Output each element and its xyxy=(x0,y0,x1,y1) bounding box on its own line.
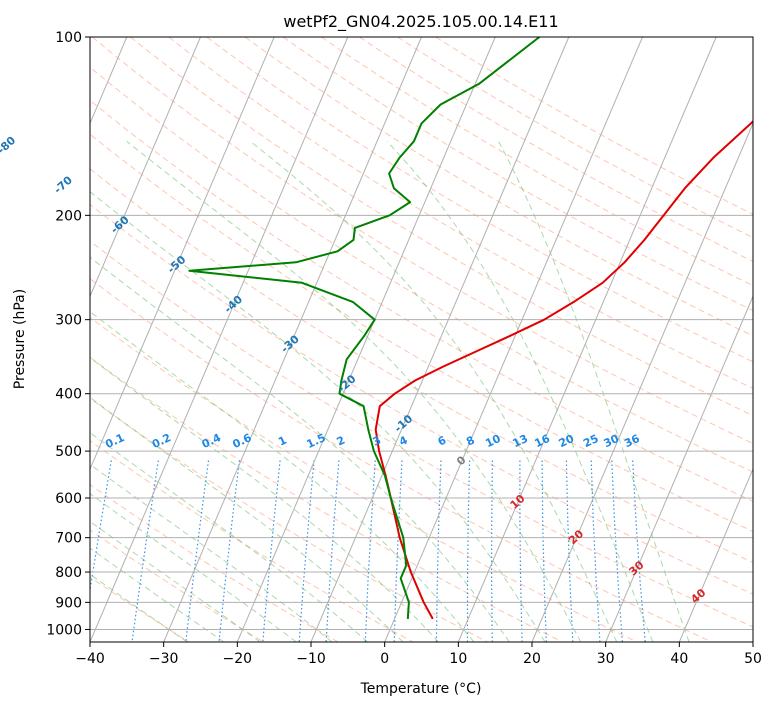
isotherm-line xyxy=(605,295,753,642)
x-tick-label: −30 xyxy=(149,651,179,667)
x-tick-label: 0 xyxy=(380,651,389,667)
isotherm-line xyxy=(90,37,275,471)
moist-adiabat-line xyxy=(90,356,439,642)
x-tick-label: 20 xyxy=(523,651,541,667)
profiles xyxy=(188,37,753,620)
dry-adiabat-line xyxy=(282,37,753,312)
mixing-ratio-line xyxy=(131,460,159,642)
mixing-ratio-label: 30 xyxy=(602,432,622,450)
dry-adiabat-line xyxy=(90,483,339,642)
isotherm-line xyxy=(236,37,496,642)
y-tick-label: 400 xyxy=(55,387,82,403)
x-axis: −40 −30 −20 −10 0 10 20 30 40 50 xyxy=(75,642,762,667)
moist-adiabat-line xyxy=(90,431,369,642)
dry-adiabat-line xyxy=(90,203,753,595)
x-tick-label: −10 xyxy=(296,651,326,667)
y-tick-label: 200 xyxy=(55,208,82,224)
x-tick-label: −20 xyxy=(223,651,253,667)
y-tick-label: 300 xyxy=(55,313,82,329)
chart-title: wetPf2_GN04.2025.105.00.14.E11 xyxy=(283,12,558,32)
background-lines xyxy=(90,37,753,642)
isotherm-line xyxy=(531,122,753,642)
dry-adiabat-line xyxy=(397,37,753,239)
dry-adiabat-line xyxy=(91,37,753,445)
y-axis: 100 200 300 400 500 600 700 800 900 1000 xyxy=(46,30,90,638)
x-tick-label: 40 xyxy=(670,651,688,667)
y-tick-label: 900 xyxy=(55,595,82,611)
y-tick-label: 100 xyxy=(55,30,82,46)
plot-frame xyxy=(89,36,754,643)
moist-adiabat-line xyxy=(90,463,333,642)
dry-adiabat-line xyxy=(90,278,712,642)
mixing-ratio-label: 25 xyxy=(581,432,600,450)
profile-line xyxy=(188,37,541,619)
dry-adiabat-line xyxy=(90,240,753,628)
mixing-ratio-label: 13 xyxy=(511,432,530,450)
mixing-ratio-line xyxy=(185,460,210,642)
plot-background xyxy=(90,37,753,642)
dry-adiabat-line xyxy=(359,37,753,262)
isotherm-line xyxy=(678,467,753,642)
dry-adiabat-line xyxy=(90,133,753,533)
y-tick-label: 600 xyxy=(55,491,82,507)
grid-lines xyxy=(90,37,753,642)
moist-adiabat-line xyxy=(386,140,654,642)
mixing-ratio-label: 36 xyxy=(622,432,642,450)
y-tick-label: 700 xyxy=(55,531,82,547)
isotherm-line xyxy=(90,37,349,642)
dry-adiabat-line xyxy=(90,66,753,473)
isotherm-line xyxy=(90,37,201,298)
dry-adiabat-line xyxy=(168,37,753,389)
mixing-ratio-label: 10 xyxy=(483,432,503,450)
y-axis-label: Pressure (hPa) xyxy=(12,289,28,389)
mixing-ratio-label: 20 xyxy=(557,432,577,450)
moist-adiabat-line xyxy=(250,140,618,642)
x-tick-label: 30 xyxy=(597,651,615,667)
dry-adiabat-line xyxy=(90,529,264,642)
x-tick-label: 10 xyxy=(449,651,467,667)
mixing-ratio-label: 16 xyxy=(533,432,553,450)
isotherm-line xyxy=(457,37,717,642)
moist-adiabat-line xyxy=(90,493,297,642)
y-tick-label: 800 xyxy=(55,565,82,581)
moist-adiabat-line xyxy=(498,141,690,642)
isotherm-line xyxy=(384,37,643,642)
dry-adiabat-line xyxy=(206,37,753,363)
isotherm-line xyxy=(310,37,570,642)
x-tick-label: 50 xyxy=(744,651,762,667)
moist-adiabat-line xyxy=(90,256,510,642)
isotherm-label: -70 xyxy=(52,173,76,196)
dry-adiabat-line xyxy=(90,168,753,563)
isotherm-line xyxy=(163,37,422,642)
moist-adiabat-line xyxy=(90,396,404,642)
isotherm-line xyxy=(752,640,753,642)
isotherm-label: -80 xyxy=(0,134,19,157)
x-tick-label: −40 xyxy=(75,651,105,667)
moist-adiabat-line xyxy=(90,310,475,642)
x-axis-label: Temperature (°C) xyxy=(360,681,482,697)
y-tick-label: 500 xyxy=(55,444,82,460)
dry-adiabat-line xyxy=(90,316,638,642)
dry-adiabat-line xyxy=(90,440,414,642)
mixing-ratio-line xyxy=(218,460,240,642)
y-tick-label: 1000 xyxy=(46,622,82,638)
